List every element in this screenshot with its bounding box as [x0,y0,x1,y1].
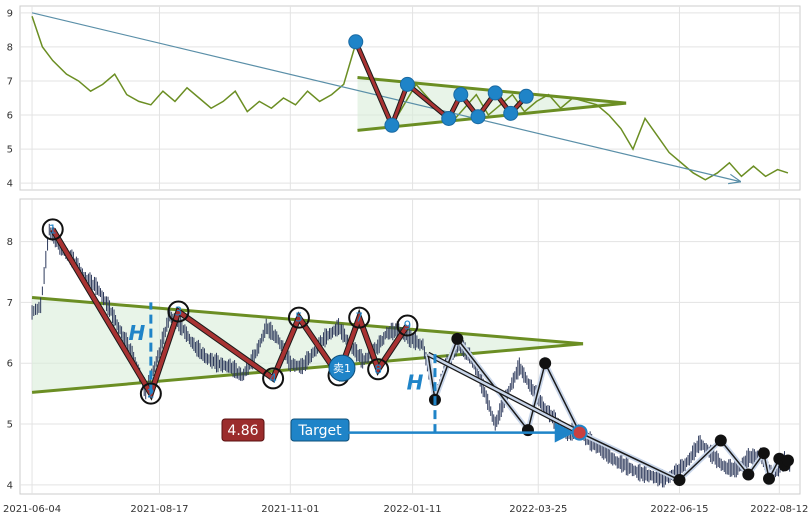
wave-point-label: 7 [355,311,363,325]
detail-y-tick-label: 8 [7,237,13,248]
detail-wave-zigzag: 123456789 [41,218,419,405]
wave-point-label: 3 [175,305,183,319]
projection-pivot-point [742,468,755,481]
wave-point-label: 8 [374,362,382,376]
detail-x-ticks: 2021-06-04 2021-08-17 2021-11-01 2022-01-11… [3,504,808,515]
wave-point-label: 9 [404,319,412,333]
overview-y-tick-label: 7 [7,76,13,87]
sell-signal-dot [328,354,356,382]
detail-panel: 4 5 6 7 8 2021-06-04 2021-08-17 2021-11-01 2022… [3,198,808,515]
wave-point-ring [167,300,190,323]
wave-point-ring [262,367,285,390]
projection-pivot-point [539,357,552,370]
overview-y-tick-label: 8 [7,42,13,53]
overview-pivot-point [503,105,519,121]
detail-x-tick-label: 2021-08-17 [130,504,188,515]
projection-pivot-point [763,472,776,485]
overview-trend-arrow-line [31,12,740,182]
target-value-badge [221,418,265,442]
target-badge [290,418,350,442]
projection-main-segment [427,352,581,434]
overview-price-series [31,15,789,181]
overview-pivot-point [399,76,415,92]
wave-point-ring [139,382,162,405]
height-label: H [128,321,145,345]
detail-x-tick-label: 2021-06-04 [3,504,61,515]
detail-y-tick-label: 4 [7,480,13,491]
wave-point-ring [396,314,419,337]
overview-price-line [31,15,789,181]
detail-x-tick-label: 2021-11-01 [261,504,319,515]
target-value-label: 4.86 [227,423,258,439]
overview-y-tick-label: 5 [7,145,13,156]
projection-pivot-point [521,424,534,437]
projection-pivot-point [714,434,727,447]
overview-pivot-point [487,85,503,101]
wave-point-ring [41,218,64,241]
sell-signal-marker: 卖1 [328,354,356,382]
overview-pivot-point [470,109,486,125]
wave-point-label: 5 [295,311,303,325]
overview-pivot-point [518,88,534,104]
detail-y-tick-label: 6 [7,359,13,370]
projection-pivot-point [673,474,686,487]
overview-pivot-point [453,87,469,103]
detail-projection-path [425,332,794,487]
wave-point-ring [348,306,371,329]
overview-y-tick-label: 4 [7,179,13,190]
overview-pivot-point [384,117,400,133]
overview-panel: 4 5 6 7 8 9 [7,5,801,191]
detail-target-annotation: 4.86 Target [221,418,575,443]
detail-height-markers: HH [128,302,437,433]
detail-x-tick-label: 2022-06-15 [650,504,708,515]
overview-triangle-fill [357,77,627,131]
detail-x-tick-label: 2022-03-25 [509,504,567,515]
overview-y-ticks: 4 5 6 7 8 9 [7,8,13,189]
detail-triangle-lower [31,342,584,394]
overview-triangle-lower [357,101,627,132]
wave-point-label: 4 [269,371,277,385]
detail-y-ticks: 4 5 6 7 8 [7,237,13,491]
target-label: Target [297,423,342,439]
projection-pivot-point [451,332,464,345]
height-label: H [407,370,424,394]
overview-pivot-point [348,34,364,50]
wave-point-label: 1 [49,222,57,236]
projection-pivot-point [757,447,770,460]
overview-y-tick-label: 9 [7,8,13,19]
wave-point-ring [287,306,310,329]
overview-pivot-zigzag [348,34,534,133]
target-point [571,424,588,441]
projection-pivot-point [781,454,794,467]
detail-x-tick-label: 2022-01-11 [384,504,442,515]
wave-zigzag-line [50,228,410,399]
overview-pivot-point [441,110,457,126]
detail-y-tick-label: 5 [7,420,13,431]
detail-y-tick-label: 7 [7,298,13,309]
detail-x-tick-label: 2022-08-12 [750,504,808,515]
wave-point-ring [367,358,390,381]
overview-y-tick-label: 6 [7,111,13,122]
sell-signal-label: 卖1 [333,362,351,375]
overview-trend-arrow [31,12,740,182]
